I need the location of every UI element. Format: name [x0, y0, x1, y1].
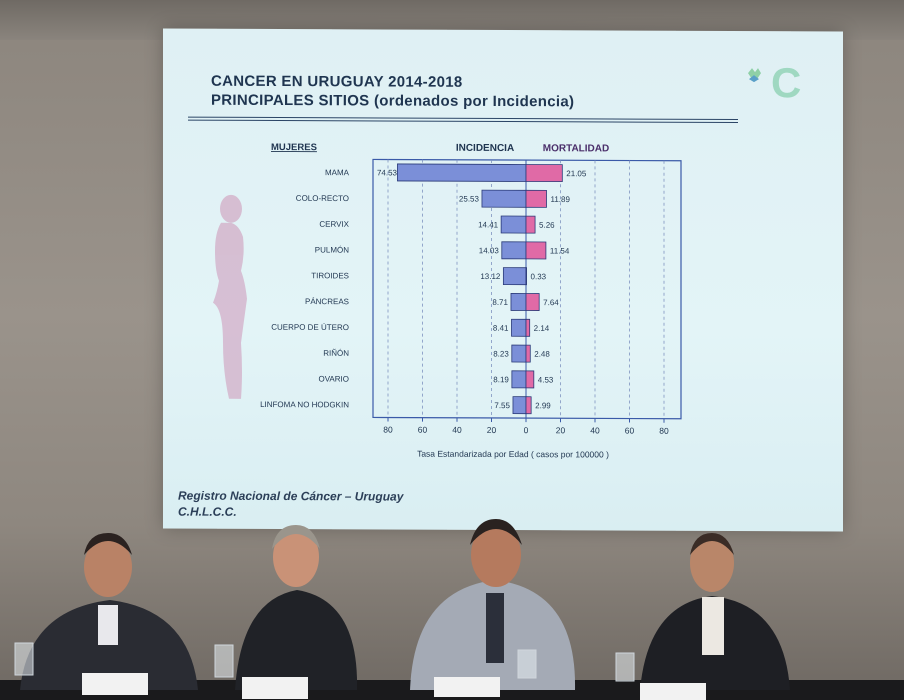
bar-mortalidad: [525, 215, 536, 234]
value-label-incidencia: 74.53: [377, 168, 398, 177]
logo-icon: C: [748, 61, 801, 101]
category-label: RIÑÓN: [323, 349, 349, 358]
value-label-incidencia: 13.12: [480, 272, 501, 281]
speaker-4: [640, 533, 790, 690]
woman-silhouette-icon: [213, 194, 247, 399]
category-label: CERVIX: [319, 220, 349, 229]
speaker-3: [410, 519, 576, 690]
value-label-mortalidad: 0.33: [531, 272, 547, 281]
bar-mortalidad: [525, 318, 531, 337]
value-label-mortalidad: 5.26: [539, 221, 555, 230]
value-label-incidencia: 7.55: [494, 401, 510, 410]
bar-mortalidad: [525, 370, 535, 389]
category-label: LINFOMA NO HODGKIN: [260, 400, 349, 409]
bar-incidencia: [511, 370, 527, 389]
x-tick-label: 80: [659, 426, 669, 436]
x-tick-label: 40: [590, 425, 600, 435]
legend-incidencia: INCIDENCIA: [456, 143, 514, 154]
value-label-incidencia: 8.23: [493, 349, 509, 358]
svg-text:C: C: [771, 61, 801, 101]
bar-incidencia: [511, 318, 527, 337]
value-label-incidencia: 14.41: [478, 220, 499, 229]
value-label-mortalidad: 21.05: [566, 169, 587, 178]
category-label: MAMA: [325, 168, 350, 177]
legend-mortalidad: MORTALIDAD: [543, 143, 609, 154]
bar-incidencia: [501, 241, 527, 260]
category-label: CUERPO DE ÚTERO: [271, 323, 349, 332]
x-axis-label: Tasa Estandarizada por Edad ( casos por …: [417, 449, 609, 460]
bar-incidencia: [397, 163, 527, 182]
bar-mortalidad: [525, 267, 527, 286]
value-label-incidencia: 8.71: [492, 298, 508, 307]
speaker-2: [235, 525, 358, 690]
chart: MUJERES INCIDENCIA MORTALIDAD MAMA 74.53 21…: [213, 142, 682, 460]
x-tick-label: 40: [452, 425, 462, 435]
bar-incidencia: [500, 215, 527, 234]
group-label-mujeres: MUJERES: [271, 142, 317, 153]
value-label-incidencia: 8.41: [493, 324, 509, 333]
bar-mortalidad: [525, 293, 540, 311]
footer-registry: Registro Nacional de Cáncer – Uruguay: [178, 488, 404, 504]
name-plate: [82, 673, 148, 695]
category-label: COLO-RECTO: [296, 194, 349, 203]
value-label-incidencia: 25.53: [459, 195, 480, 204]
panel-speakers: [0, 519, 904, 700]
category-label: PULMÓN: [315, 245, 349, 254]
x-tick-label: 20: [487, 425, 497, 435]
bar-incidencia: [511, 344, 527, 363]
bar-incidencia: [481, 189, 527, 208]
x-tick-label: 60: [625, 426, 635, 436]
value-label-mortalidad: 2.99: [535, 401, 551, 410]
category-label: OVARIO: [318, 374, 349, 383]
bar-mortalidad: [525, 241, 547, 260]
name-plate: [640, 683, 706, 700]
water-glass: [615, 652, 635, 682]
bar-mortalidad: [525, 164, 563, 183]
value-label-incidencia: 14.03: [479, 246, 500, 255]
x-tick-label: 20: [556, 425, 566, 435]
bar-incidencia: [502, 267, 527, 286]
bar-mortalidad: [525, 189, 547, 208]
plot-frame: [372, 158, 682, 420]
value-label-incidencia: 8.19: [493, 375, 509, 384]
category-label: TIROIDES: [311, 271, 349, 280]
x-tick-label: 60: [418, 425, 428, 435]
value-label-mortalidad: 2.14: [534, 324, 550, 333]
bar-incidencia: [510, 293, 527, 311]
name-plate: [242, 677, 308, 699]
value-label-mortalidad: 4.53: [538, 375, 554, 384]
water-glass: [214, 644, 234, 678]
speaker-1: [20, 533, 198, 690]
x-tick-label: 0: [524, 425, 529, 435]
category-label: PÁNCREAS: [305, 297, 349, 306]
bar-incidencia: [512, 396, 527, 415]
bar-mortalidad: [525, 344, 531, 363]
x-tick-label: 80: [383, 424, 393, 434]
name-plate: [434, 677, 500, 697]
value-label-mortalidad: 7.64: [543, 298, 559, 307]
bar-mortalidad: [525, 396, 532, 415]
water-glass: [517, 649, 537, 679]
value-label-mortalidad: 11.54: [550, 247, 570, 256]
water-glass: [14, 642, 34, 676]
projected-slide: CANCER EN URUGUAY 2014-2018 PRINCIPALES …: [163, 28, 843, 532]
value-label-mortalidad: 11.89: [551, 195, 571, 204]
value-label-mortalidad: 2.48: [534, 350, 550, 359]
